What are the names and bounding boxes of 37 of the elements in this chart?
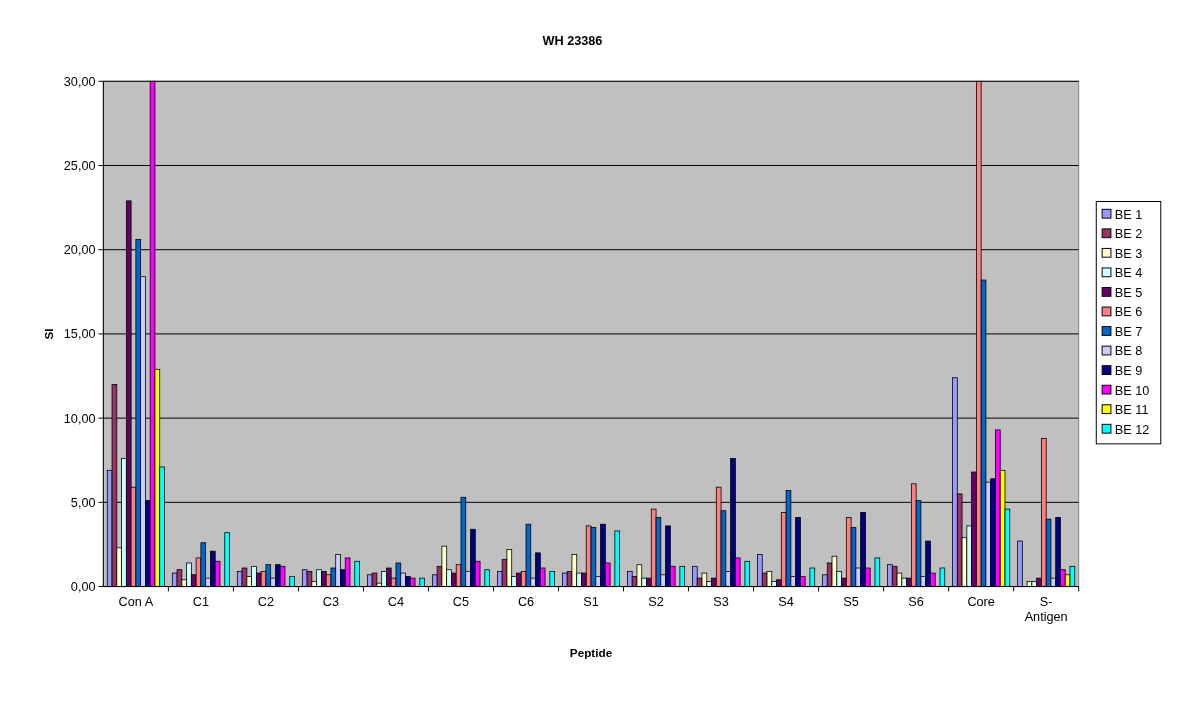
y-tick-label: 15,00: [63, 327, 96, 342]
y-tick-label: 0,00: [70, 579, 96, 594]
legend-label: BE 10: [1114, 383, 1150, 398]
legend-label: BE 7: [1114, 324, 1143, 339]
y-tick-label: 25,00: [63, 158, 96, 173]
x-tick-label: S3: [713, 595, 729, 610]
x-tick-label: S2: [648, 595, 664, 610]
legend-label: BE 8: [1114, 344, 1143, 359]
chart-title: WH 23386: [542, 34, 603, 49]
legend-label: BE 3: [1114, 246, 1143, 261]
y-tick-label: 5,00: [70, 495, 96, 510]
x-tick-label: S5: [843, 595, 859, 610]
x-tick-label: S4: [778, 595, 794, 610]
y-tick-label: 20,00: [63, 243, 96, 258]
x-tick-label: C6: [517, 595, 535, 610]
x-tick-label: C3: [322, 595, 340, 610]
legend-label: BE 11: [1114, 403, 1149, 418]
x-tick-label: Con A: [118, 595, 154, 610]
y-tick-label: 10,00: [63, 411, 96, 426]
y-tick-label: 30,00: [63, 74, 96, 89]
x-tick-label: C5: [452, 595, 470, 610]
y-axis-title: SI: [41, 328, 55, 340]
x-axis-title: Peptide: [569, 645, 613, 659]
legend-label: BE 5: [1114, 285, 1143, 300]
x-tick-label: C2: [257, 595, 275, 610]
legend-label: BE 2: [1114, 227, 1143, 242]
x-tick-label: C1: [192, 595, 209, 610]
x-tick-label: Core: [967, 595, 995, 610]
legend-label: BE 4: [1114, 266, 1143, 281]
x-tick-label: S-Antigen: [1024, 595, 1068, 624]
legend-label: BE 9: [1114, 364, 1143, 379]
legend-label: BE 6: [1114, 305, 1143, 320]
x-tick-label: S6: [908, 595, 924, 610]
x-tick-label: S1: [583, 595, 599, 610]
legend-label: BE 1: [1114, 207, 1143, 222]
legend-label: BE 12: [1114, 422, 1150, 437]
x-tick-label: C4: [387, 595, 405, 610]
